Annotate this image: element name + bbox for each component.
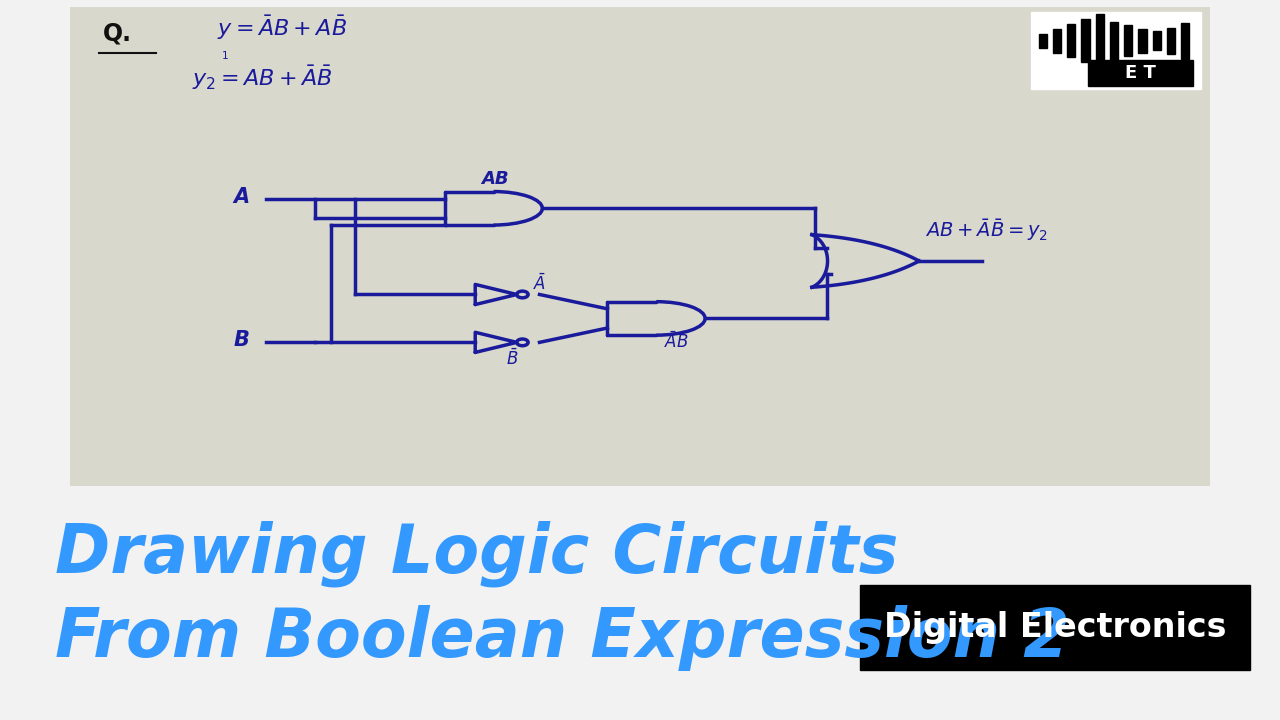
Text: Digital Electronics: Digital Electronics [883,611,1226,644]
Bar [1167,27,1175,54]
Bar [1068,24,1075,58]
Bar [1152,31,1161,50]
Bar [1053,29,1061,53]
Text: From Boolean Expression 2: From Boolean Expression 2 [55,606,1070,671]
Text: $\bar{A}\bar{B}$: $\bar{A}\bar{B}$ [664,332,689,352]
Text: AB: AB [481,171,509,189]
Text: $_1$: $_1$ [221,48,229,62]
Bar [860,585,1251,670]
Text: $AB+\bar{A}\bar{B} = y_2$: $AB+\bar{A}\bar{B} = y_2$ [924,217,1048,243]
Bar [1181,23,1189,58]
Bar [1088,60,1193,86]
Text: A: A [233,186,250,207]
Bar [1110,22,1117,60]
Text: $\bar{A}$: $\bar{A}$ [532,274,545,294]
Text: $y_2 = AB + \bar{A}\bar{B}$: $y_2 = AB + \bar{A}\bar{B}$ [192,64,333,92]
Text: Q.: Q. [102,22,132,45]
Bar [1138,29,1147,53]
Bar [1082,19,1089,62]
Bar [1030,12,1202,89]
Text: B: B [233,330,250,350]
Bar [1124,25,1133,56]
Text: Drawing Logic Circuits: Drawing Logic Circuits [55,521,899,587]
Bar [1038,34,1047,48]
Bar [1096,14,1103,67]
Text: E T: E T [1125,64,1156,82]
Text: $\bar{B}$: $\bar{B}$ [506,349,518,369]
Text: $y= \bar{A}B + A\bar{B}$: $y= \bar{A}B + A\bar{B}$ [216,14,347,42]
